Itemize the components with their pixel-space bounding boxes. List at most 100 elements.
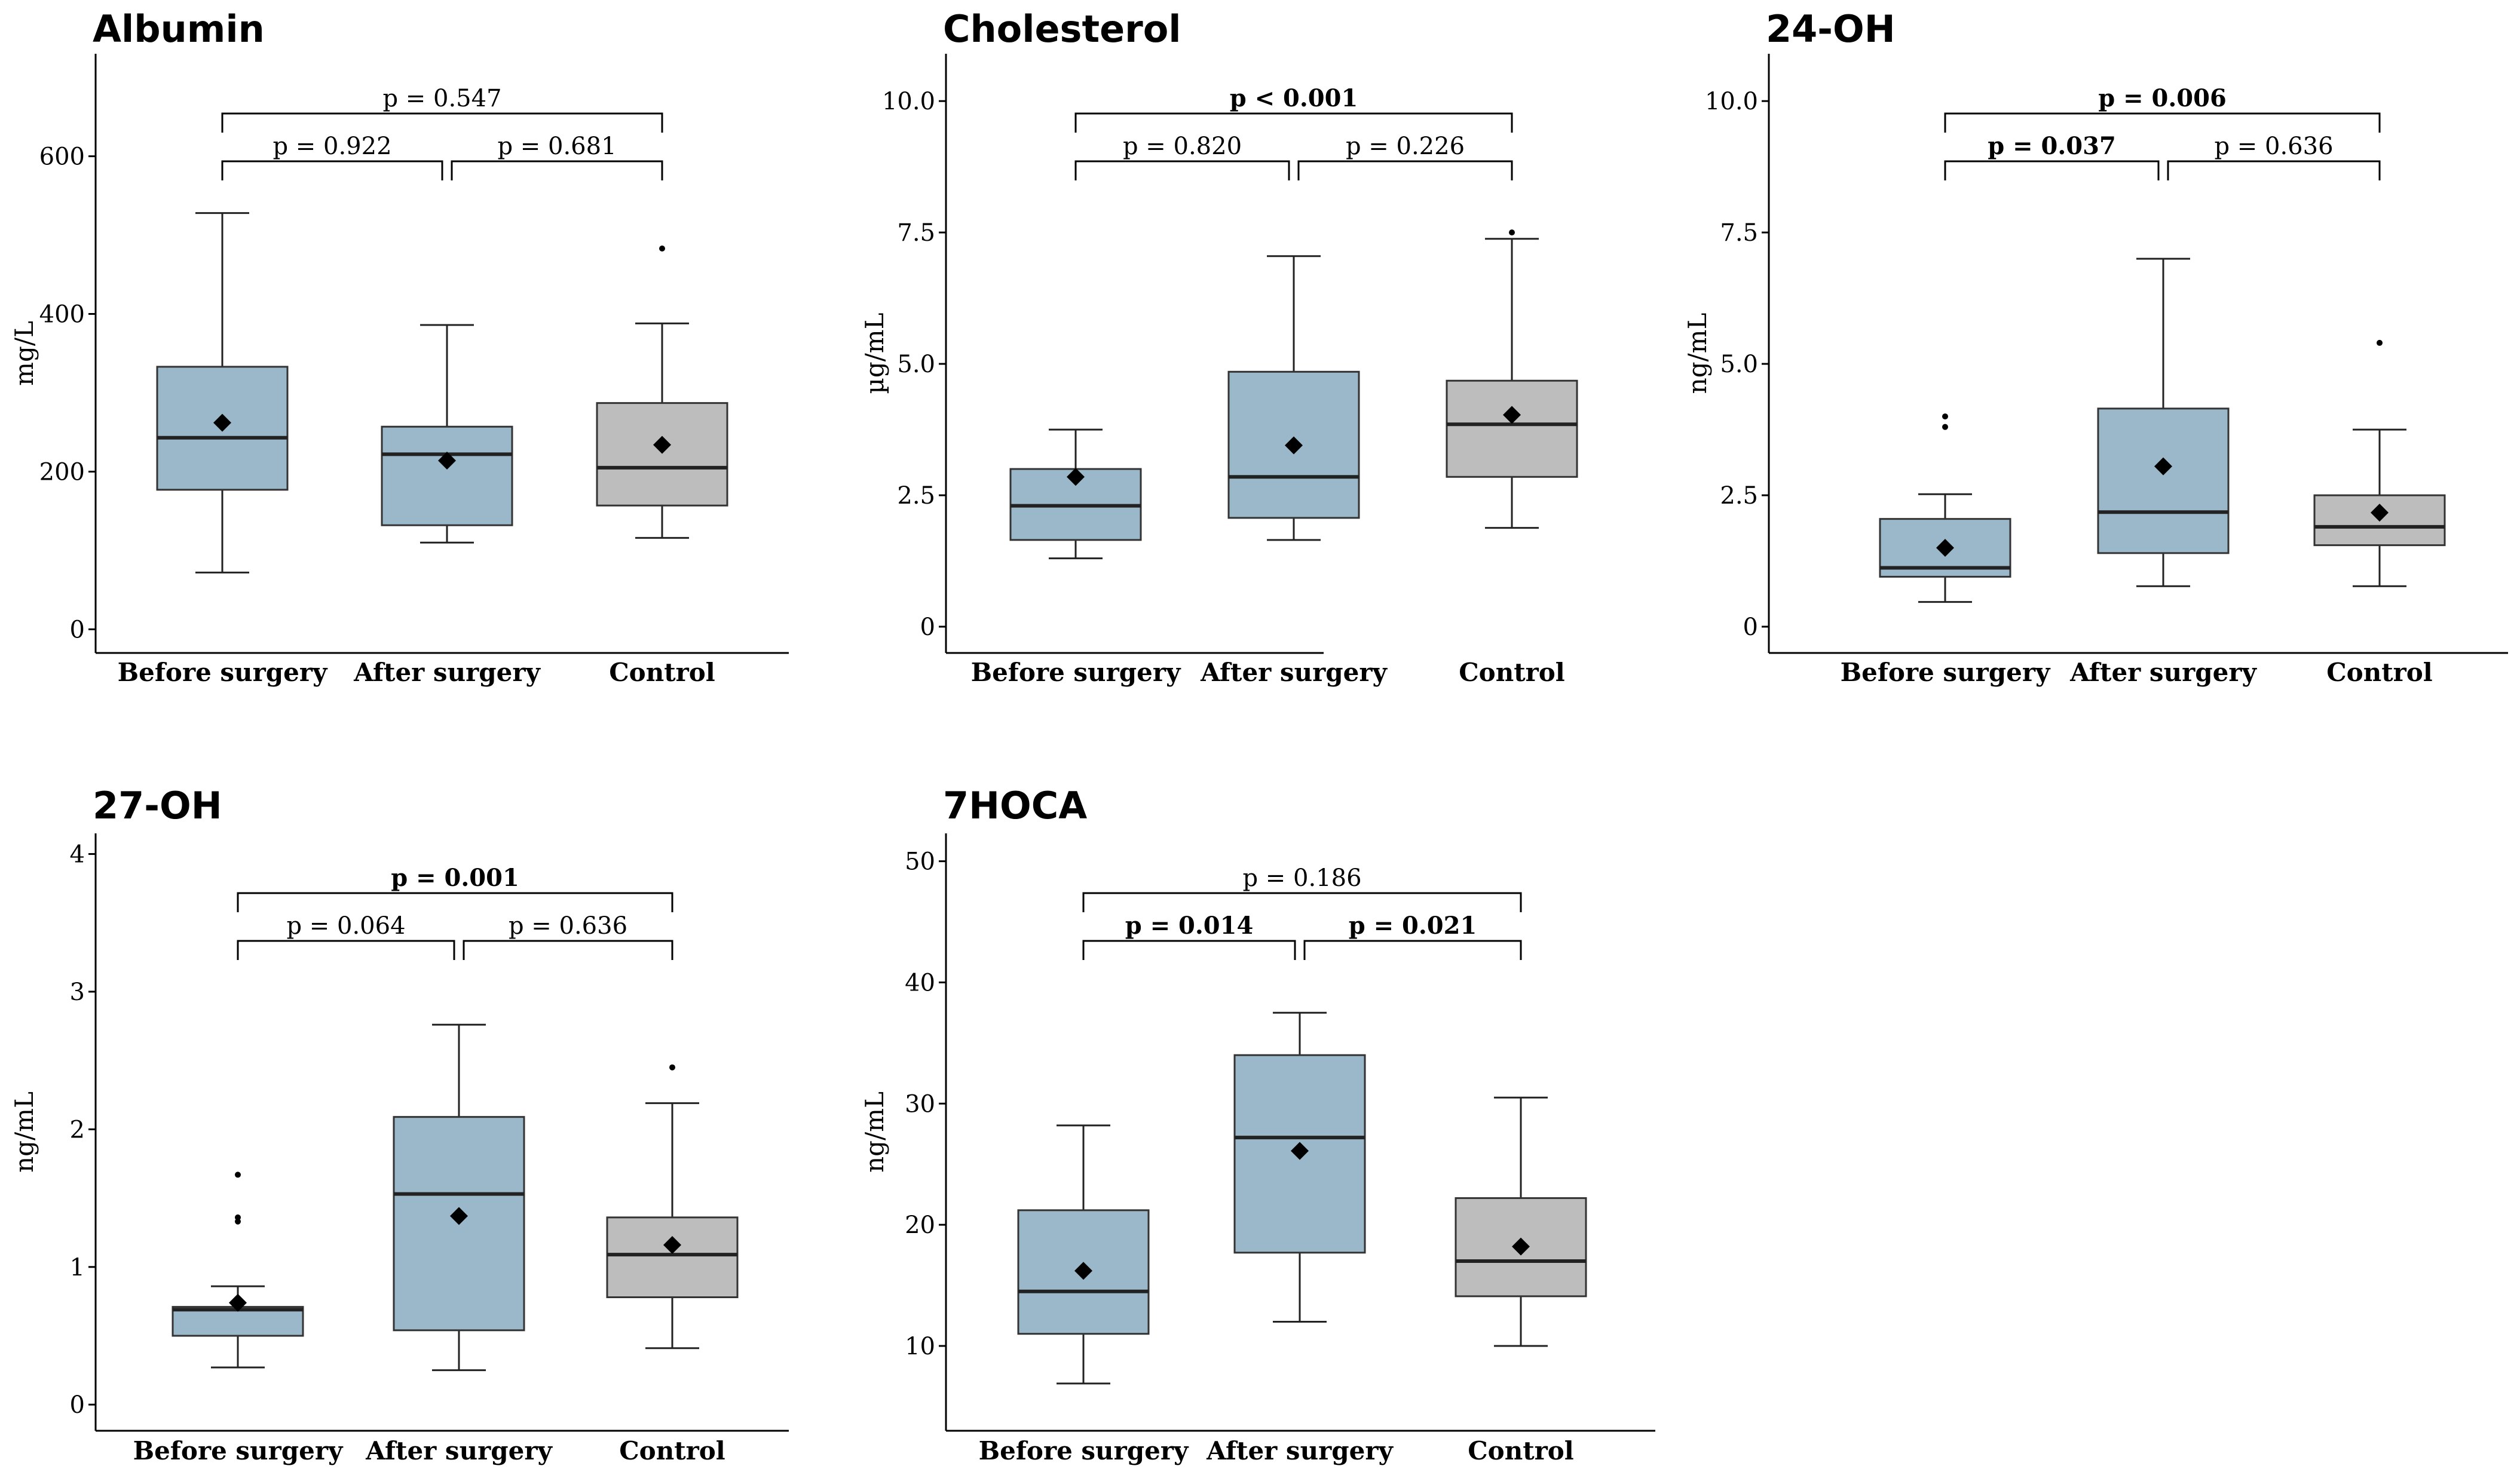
y-tick-label: 5.0 <box>897 351 935 378</box>
outlier-point <box>235 1214 241 1220</box>
comparison-bracket <box>1074 160 1290 180</box>
box-control <box>1446 229 1578 529</box>
mean-marker <box>213 413 231 432</box>
iqr-box <box>1446 379 1578 478</box>
mean-marker <box>1512 1237 1530 1256</box>
x-category-label: After surgery <box>1206 1436 1394 1465</box>
panel-title: 24-OH <box>1766 7 1896 51</box>
y-tick-label: 40 <box>905 969 935 996</box>
mean-marker <box>663 1235 681 1254</box>
x-category-label: After surgery <box>365 1436 553 1465</box>
y-tick-label: 10 <box>905 1333 935 1360</box>
box-before-surgery <box>1009 428 1142 560</box>
y-tick-label: 7.5 <box>897 219 935 247</box>
box-before-surgery <box>1017 1124 1150 1385</box>
comparison-bracket <box>1944 112 2381 133</box>
iqr-box <box>381 425 513 526</box>
x-category-label: Control <box>2326 658 2432 687</box>
box-control <box>2313 339 2446 587</box>
y-tick-label: 3 <box>70 979 85 1006</box>
comparison-bracket <box>1082 940 1296 960</box>
panel-title: Albumin <box>93 7 265 51</box>
panel-title: Cholesterol <box>943 7 1181 51</box>
p-value-label: p = 0.014 <box>1125 912 1254 940</box>
y-tick-label: 0 <box>920 614 935 641</box>
iqr-box <box>606 1216 739 1298</box>
box-control <box>1455 1096 1587 1347</box>
p-value-label: p = 0.636 <box>509 912 627 940</box>
y-tick-label: 5.0 <box>1720 351 1758 378</box>
mean-marker <box>1074 1262 1092 1280</box>
p-value-label: p = 0.021 <box>1349 912 1477 940</box>
y-tick-label: 50 <box>905 848 935 876</box>
iqr-box <box>596 402 728 507</box>
panel-27-oh: 27-OH 0 1 2 3 4 ng/mL Before surgery After surge… <box>10 784 789 1465</box>
p-value-label: p = 0.037 <box>1988 132 2116 160</box>
y-tick-label: 200 <box>39 458 85 486</box>
y-tick-label: 0 <box>70 1391 85 1419</box>
mean-marker <box>229 1293 247 1312</box>
x-category-label: Control <box>619 1436 725 1465</box>
x-category-label: After surgery <box>353 658 541 687</box>
comparison-bracket <box>237 940 455 960</box>
p-value-label: p = 0.636 <box>2214 133 2333 160</box>
box-after-surgery <box>2097 257 2230 587</box>
y-tick-label: 4 <box>70 841 85 869</box>
mean-marker <box>2371 504 2389 522</box>
panel-cholesterol: Cholesterol 0 2.5 5.0 7.5 10.0 µg/mL Before sur… <box>860 7 1578 687</box>
p-value-label: p = 0.922 <box>272 133 391 160</box>
y-tick-label: 2.5 <box>897 482 935 510</box>
panel-albumin: Albumin 0 200 400 600 mg/L Before surgery After… <box>10 7 789 687</box>
outlier-point <box>2377 339 2383 346</box>
mean-marker <box>653 436 671 454</box>
outlier-point <box>659 245 665 252</box>
panel-7hoca: 7HOCA 10 20 30 40 50 ng/mL Before surgery After … <box>860 784 1655 1465</box>
comparison-bracket <box>1082 892 1522 912</box>
y-axis-label: ng/mL <box>860 1091 889 1173</box>
x-category-label: Control <box>1459 658 1564 687</box>
outlier-point <box>235 1171 241 1178</box>
y-tick-label: 30 <box>905 1090 935 1118</box>
x-category-label: After surgery <box>1200 658 1388 687</box>
p-value-label: p = 0.001 <box>391 864 519 892</box>
outlier-point <box>1509 229 1515 236</box>
x-category-label: Before surgery <box>979 1436 1189 1465</box>
p-value-label: p = 0.820 <box>1123 133 1242 160</box>
panel-title: 27-OH <box>93 784 222 827</box>
y-tick-label: 0 <box>1743 614 1758 641</box>
y-tick-label: 600 <box>39 143 85 171</box>
x-category-label: Control <box>609 658 715 687</box>
y-axis-label: µg/mL <box>860 312 889 394</box>
p-value-label: p = 0.006 <box>2098 84 2227 112</box>
comparison-bracket <box>221 160 443 180</box>
box-control <box>606 1064 739 1350</box>
outlier-point <box>1942 413 1948 420</box>
x-category-label: Before surgery <box>971 658 1181 687</box>
mean-marker <box>438 451 456 470</box>
box-after-surgery <box>1227 255 1360 541</box>
panel-title: 7HOCA <box>943 784 1087 827</box>
y-tick-label: 7.5 <box>1720 219 1758 247</box>
mean-marker <box>2154 457 2172 476</box>
comparison-bracket <box>1303 940 1522 960</box>
y-tick-label: 2.5 <box>1720 482 1758 510</box>
mean-marker <box>1285 436 1303 455</box>
y-tick-label: 0 <box>70 616 85 643</box>
comparison-bracket <box>1944 160 2160 180</box>
box-before-surgery <box>1879 413 2011 603</box>
box-before-surgery <box>156 212 289 574</box>
y-tick-label: 10.0 <box>1705 88 1758 115</box>
comparison-bracket <box>1074 112 1513 133</box>
box-control <box>596 245 728 539</box>
p-value-label: p < 0.001 <box>1230 84 1358 112</box>
p-value-label: p = 0.547 <box>382 85 501 112</box>
p-value-label: p = 0.226 <box>1346 133 1465 160</box>
comparison-bracket <box>2167 160 2381 180</box>
mean-marker <box>1936 539 1954 557</box>
iqr-box <box>2097 407 2230 554</box>
y-axis-label: mg/L <box>10 321 39 386</box>
outlier-point <box>669 1064 675 1071</box>
x-category-label: Before surgery <box>133 1436 344 1465</box>
y-tick-label: 2 <box>70 1116 85 1143</box>
